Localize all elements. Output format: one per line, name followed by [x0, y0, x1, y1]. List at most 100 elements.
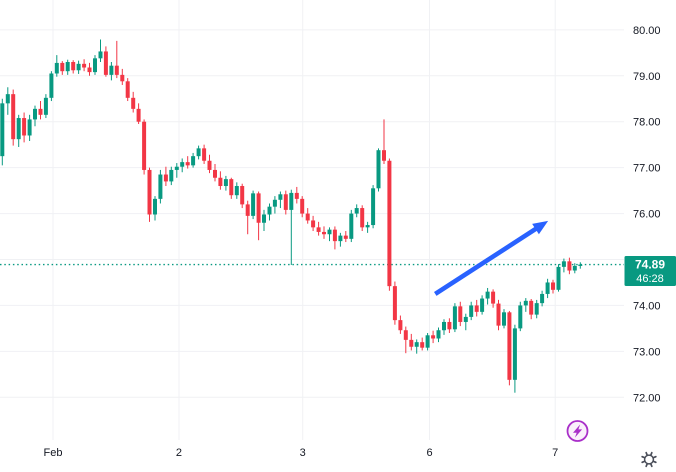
candle-body [76, 63, 81, 71]
gear-icon [641, 455, 646, 459]
candle-body [540, 293, 545, 304]
candle-body [218, 177, 223, 187]
candle-body [332, 229, 337, 242]
gear-icon [650, 451, 653, 456]
candle-body [202, 148, 207, 161]
candle-body [376, 150, 381, 189]
gear-icon [645, 451, 648, 456]
candle-body [207, 160, 212, 170]
gridlines [0, 0, 624, 440]
candle-body [551, 282, 555, 290]
candle-body [458, 306, 463, 322]
candle-body [49, 73, 54, 98]
candle-body [354, 208, 359, 214]
candle-body [349, 213, 354, 239]
price-tick-label: 79.00 [633, 71, 661, 83]
candle-body [387, 160, 392, 287]
quick-action-button[interactable] [566, 420, 589, 442]
candle-body [534, 303, 539, 315]
time-tick-label: 3 [300, 447, 306, 459]
candle-body [283, 194, 288, 210]
candle-body [502, 312, 506, 326]
price-tick-label: 77.00 [633, 163, 661, 175]
candle-body [65, 62, 70, 72]
candle-body [556, 266, 561, 290]
candle-body [512, 328, 517, 380]
candle-body [125, 81, 130, 98]
arrow-head[interactable] [532, 220, 549, 235]
candle-body [343, 235, 348, 239]
candle-body [300, 198, 305, 214]
candle-body [523, 300, 528, 306]
candle-body [338, 235, 343, 242]
candle-body [43, 97, 48, 115]
price-tick-label: 78.00 [633, 117, 661, 129]
candle-body [163, 174, 168, 182]
candle-body [240, 186, 245, 205]
candle-body [272, 199, 277, 207]
settings-button[interactable] [641, 451, 657, 468]
candle-body [561, 261, 566, 267]
candle-body [491, 291, 496, 304]
candle-body [507, 312, 512, 380]
candle-body [131, 97, 136, 109]
candle-body [158, 174, 163, 199]
candle-body [403, 330, 408, 340]
time-tick-label: 7 [552, 447, 558, 459]
candle-body [136, 108, 141, 122]
candle-body [114, 65, 119, 75]
gear-icon [650, 463, 653, 468]
candle-body [425, 335, 430, 348]
candle-body [567, 261, 572, 271]
candle-body [545, 282, 550, 294]
candle-body [322, 231, 326, 235]
candle-body [103, 51, 108, 75]
candle-body [60, 62, 65, 72]
time-tick-label: Feb [44, 447, 63, 459]
candle-body [327, 229, 332, 235]
candle-body [71, 62, 76, 71]
candle-body [54, 62, 59, 74]
candle-body [185, 162, 190, 166]
candle-body [191, 156, 196, 166]
candle-body [289, 192, 294, 210]
candle-body [447, 321, 452, 330]
price-tick-label: 74.00 [633, 300, 661, 312]
candle-body [11, 94, 16, 140]
candle-body [442, 321, 446, 331]
arrow-line[interactable] [434, 226, 539, 296]
candle-body [414, 342, 419, 347]
candle-body [256, 193, 261, 223]
price-label-value: 74.89 [635, 258, 665, 272]
candle-body [82, 63, 87, 68]
candle-body [496, 303, 501, 326]
candle-body [463, 316, 468, 322]
candle-body [180, 162, 185, 167]
candle-body [420, 342, 425, 348]
time-tick-label: 2 [176, 447, 182, 459]
candle-body [474, 305, 479, 312]
trend-arrow-drawing[interactable] [434, 220, 549, 296]
price-label-countdown: 46:28 [636, 273, 664, 285]
candle-body [169, 169, 174, 182]
candle-body [452, 306, 457, 330]
candle-body [109, 65, 114, 75]
price-axis[interactable]: 80.0079.0078.0077.0076.0075.0074.0073.00… [633, 25, 661, 404]
candle-body [98, 51, 103, 59]
candle-body [229, 179, 234, 196]
candle-body [16, 118, 21, 140]
candle-body [382, 150, 386, 161]
candle-body [316, 227, 321, 232]
time-axis[interactable]: Feb 2 3 6 7 [44, 447, 559, 459]
price-tick-label: 80.00 [633, 25, 661, 37]
candle-body [529, 300, 534, 315]
candle-body [311, 220, 316, 228]
gear-icon [641, 460, 646, 464]
candle-body [93, 58, 97, 73]
candle-body [294, 192, 299, 199]
candle-body [147, 169, 152, 215]
gear-icon [645, 463, 648, 468]
candle-body [234, 186, 239, 196]
candle-body [120, 74, 125, 82]
